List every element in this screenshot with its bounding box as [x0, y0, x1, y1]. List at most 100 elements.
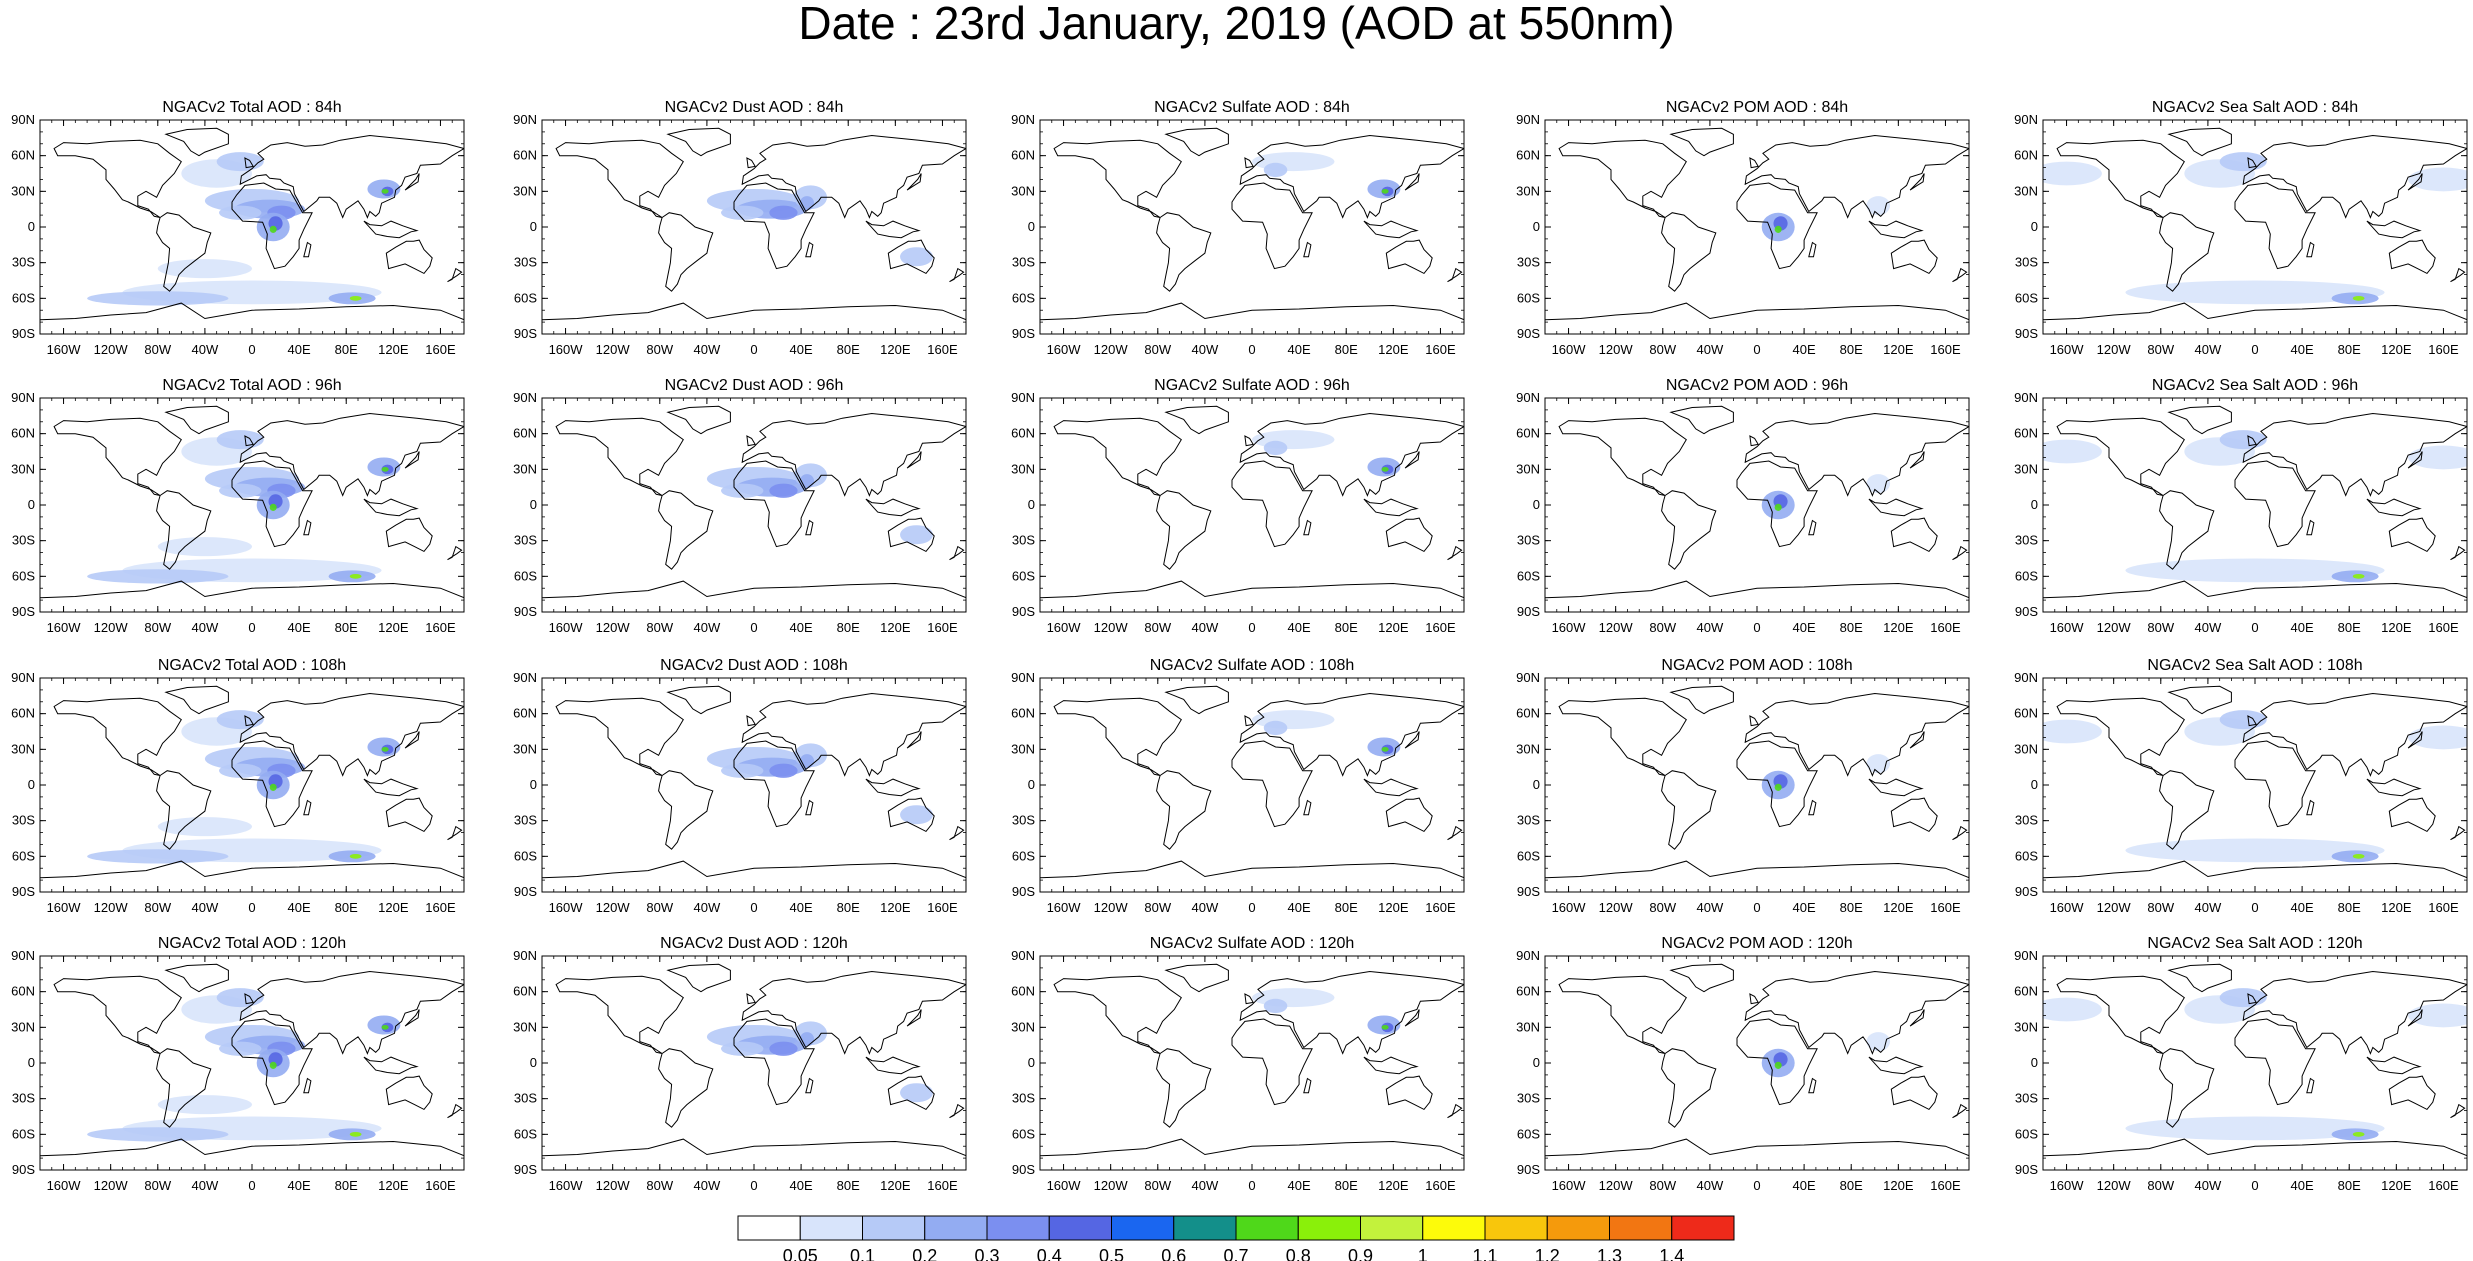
coastline-north-america [1558, 139, 1687, 218]
coastline-north-america [1053, 139, 1182, 218]
coastline-africa [733, 740, 815, 828]
colorbar-label: 0.6 [1161, 1246, 1186, 1261]
lat-tick-label: 60N [1011, 984, 1035, 999]
lat-tick-label: 60N [513, 426, 537, 441]
lon-tick-label: 120E [880, 1178, 911, 1193]
lon-tick-label: 80W [1649, 1178, 1676, 1193]
lon-tick-label: 80W [646, 342, 673, 357]
lon-tick-label: 40W [1192, 620, 1219, 635]
coastline-indonesia [363, 220, 419, 239]
lat-tick-label: 30N [2014, 461, 2038, 476]
lat-tick-label: 90S [2015, 1162, 2038, 1177]
lat-tick-label: 90N [11, 112, 35, 127]
lat-tick-label: 30N [1516, 741, 1540, 756]
map-area [542, 398, 966, 612]
coastline-uk [746, 993, 757, 1005]
coastline-new-zealand [1952, 545, 1968, 561]
coastline-antarctica [2043, 580, 2467, 612]
coastline-north-america [1558, 697, 1687, 776]
coastline-new-zealand [949, 1103, 965, 1119]
coastline-greenland [2167, 127, 2232, 157]
colorbar-swatch [1484, 1215, 1548, 1241]
lon-tick-label: 0 [248, 342, 255, 357]
lat-tick-label: 90N [11, 670, 35, 685]
lon-tick-label: 120W [94, 620, 129, 635]
lat-tick-label: 90N [11, 948, 35, 963]
lon-tick-label: 80W [1144, 342, 1171, 357]
coastline-new-zealand [1447, 267, 1463, 283]
coastline-north-america [555, 697, 684, 776]
map-area [1545, 678, 1969, 892]
coastline-japan [1909, 451, 1925, 469]
lon-tick-label: 120W [1094, 342, 1129, 357]
coastline-madagascar [1808, 241, 1817, 258]
lon-tick-label: 120W [2097, 900, 2132, 915]
colorbar-label: 0.9 [1348, 1246, 1373, 1261]
lon-tick-label: 120E [1883, 342, 1914, 357]
map-area [542, 678, 966, 892]
coastline-africa [1736, 740, 1818, 828]
coastline-australia [2388, 517, 2436, 553]
lon-tick-label: 120E [378, 1178, 409, 1193]
lat-tick-label: 30N [2014, 183, 2038, 198]
panel-title: NGACv2 Sulfate AOD : 108h [1150, 657, 1355, 674]
aod-contour [1263, 162, 1288, 178]
coastline-uk [746, 157, 757, 169]
coastline-japan [1404, 1009, 1420, 1027]
lon-tick-label: 80W [144, 1178, 171, 1193]
coastline-madagascar [303, 799, 312, 816]
lon-tick-label: 80E [837, 900, 860, 915]
panel-title: NGACv2 Sulfate AOD : 120h [1150, 935, 1355, 952]
coastline-antarctica [40, 302, 464, 334]
lat-tick-label: 60S [2015, 290, 2038, 305]
coastline-eurasia [1744, 412, 1969, 497]
lat-tick-label: 90S [1012, 326, 1035, 341]
lat-tick-label: 90N [513, 948, 537, 963]
lat-tick-label: 30S [1012, 1091, 1035, 1106]
coastline-indonesia [363, 778, 419, 797]
map-panel: NGACv2 Sea Salt AOD : 84h 90N 60N 30N 0 30S 60… [2014, 99, 2468, 357]
coastline-madagascar [2306, 241, 2315, 258]
map-area [542, 120, 966, 334]
coastline-madagascar [303, 519, 312, 536]
aod-contour [381, 188, 389, 194]
coastline-south-america [658, 770, 714, 850]
coastline-uk [2247, 157, 2258, 169]
coastline-antarctica [2043, 302, 2467, 334]
lat-tick-label: 90S [12, 326, 35, 341]
coastline-eurasia [2242, 970, 2467, 1055]
lon-tick-label: 40W [192, 342, 219, 357]
coastline-north-america [1053, 697, 1182, 776]
lon-tick-label: 0 [1753, 342, 1760, 357]
coastline-africa [733, 460, 815, 548]
lat-tick-label: 60N [11, 426, 35, 441]
map-panel: NGACv2 Sulfate AOD : 120h 90N 60N 30N 0 30S 60… [1011, 935, 1465, 1193]
coastline-indonesia [865, 778, 921, 797]
lon-tick-label: 160W [1552, 1178, 1587, 1193]
aod-contour [2125, 1116, 2385, 1141]
coastline-japan [1909, 1009, 1925, 1027]
map-panel: NGACv2 Total AOD : 120h 90N 60N 30N 0 30S 60S 9… [11, 935, 465, 1193]
coastline-madagascar [1808, 1077, 1817, 1094]
coastline-north-america [53, 417, 182, 496]
lat-tick-label: 60S [514, 1126, 537, 1141]
coastline-greenland [164, 405, 229, 435]
lon-tick-label: 120E [378, 342, 409, 357]
aod-contour [381, 746, 389, 752]
lat-tick-label: 0 [28, 1055, 35, 1070]
colorbar-swatch [924, 1215, 988, 1241]
coastline-madagascar [1303, 799, 1312, 816]
lon-tick-label: 40W [1697, 1178, 1724, 1193]
lon-tick-label: 120E [1883, 1178, 1914, 1193]
coastline-south-america [2159, 490, 2215, 570]
coastline-uk [2247, 715, 2258, 727]
coastline-uk [1749, 157, 1760, 169]
coastline-greenland [2167, 685, 2232, 715]
aod-contour [1263, 998, 1288, 1014]
lon-tick-label: 80W [144, 620, 171, 635]
coastline-eurasia [741, 134, 966, 219]
coastline-antarctica [542, 1138, 966, 1170]
coastline-australia [1385, 797, 1433, 833]
lon-tick-label: 120W [596, 900, 631, 915]
lat-tick-label: 0 [1028, 777, 1035, 792]
